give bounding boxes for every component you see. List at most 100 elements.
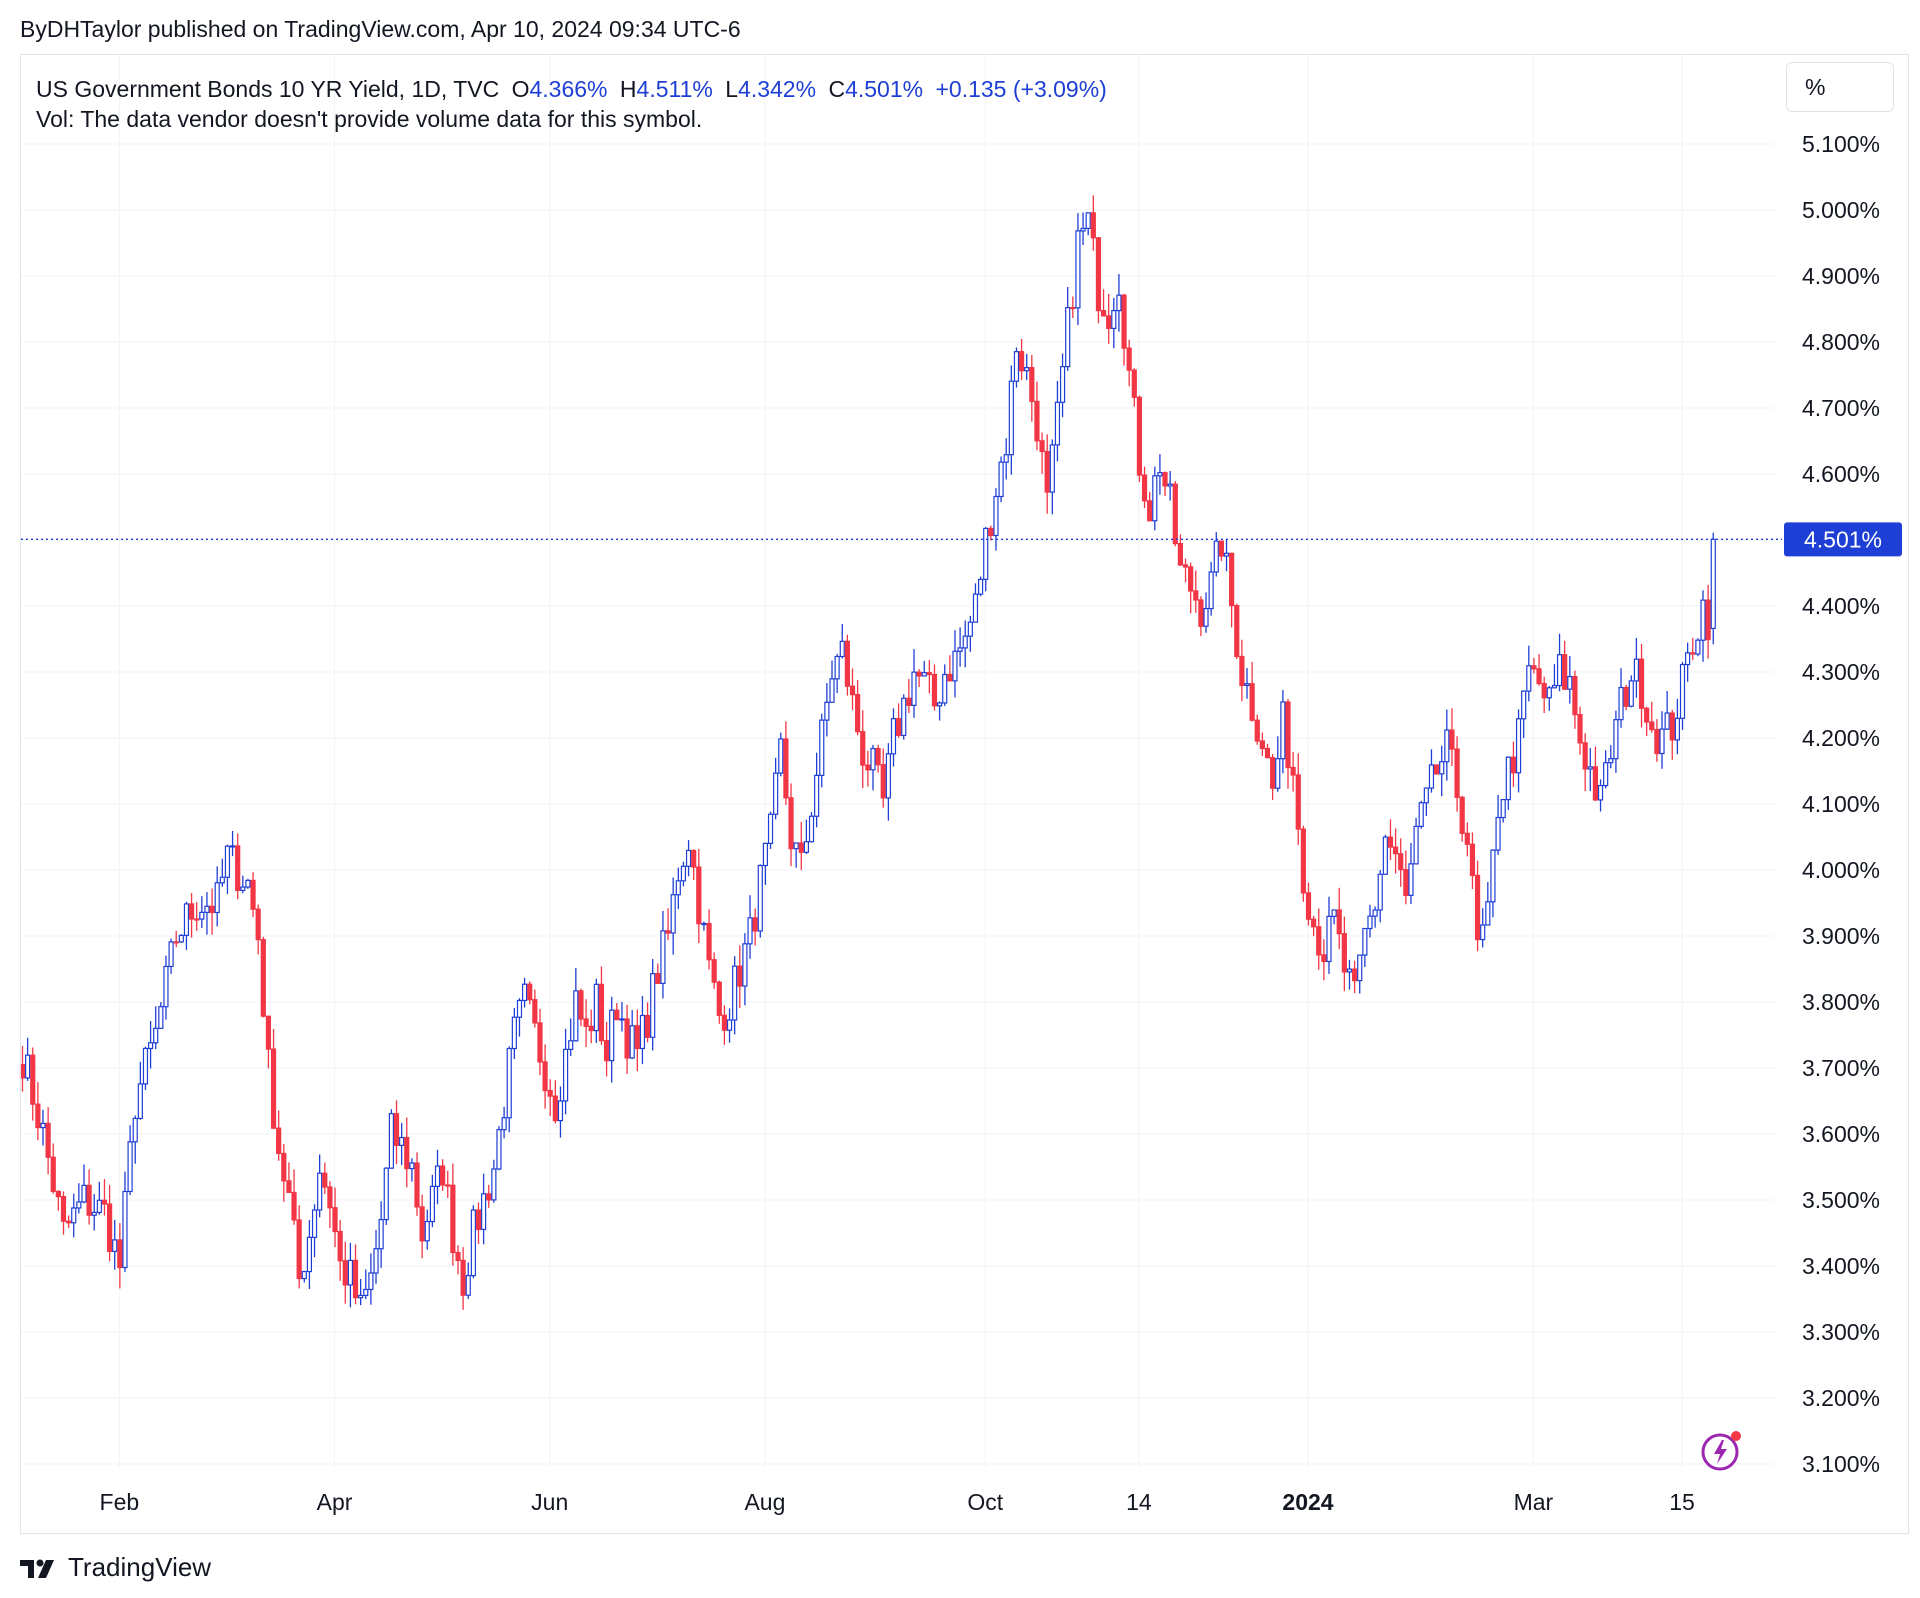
candle — [311, 1204, 318, 1258]
candle — [1638, 643, 1645, 728]
y-tick-label: 4.600% — [1802, 461, 1880, 487]
publication-info: ByDHTaylor published on TradingView.com,… — [20, 16, 741, 42]
candle — [1454, 736, 1460, 812]
candle — [393, 1100, 400, 1165]
y-tick-label: 3.100% — [1802, 1451, 1880, 1477]
y-tick-label: 3.500% — [1802, 1187, 1880, 1213]
candle — [1587, 747, 1593, 792]
candle — [773, 757, 779, 820]
candle — [352, 1244, 359, 1305]
candle — [35, 1082, 41, 1141]
candle — [1372, 906, 1378, 928]
candle — [901, 694, 907, 740]
candle — [757, 864, 763, 938]
candle — [798, 821, 804, 871]
time-axis[interactable]: Feb Apr Jun Aug Oct 14 2024 Mar 15 — [100, 1489, 1695, 1515]
candle — [1075, 213, 1081, 326]
candle — [696, 848, 702, 944]
candle — [332, 1187, 338, 1248]
candle — [122, 1171, 128, 1272]
candle — [998, 456, 1004, 503]
candle — [957, 627, 963, 667]
candle — [219, 858, 225, 887]
y-tick-label: 4.700% — [1802, 395, 1880, 421]
candle — [147, 1021, 154, 1069]
candle — [1259, 732, 1265, 757]
candle — [301, 1270, 307, 1283]
price-axis[interactable]: 3.100% 3.200% 3.300% 3.400% 3.500% 3.600% 3.70… — [1802, 131, 1880, 1477]
candle — [501, 1106, 507, 1139]
brand-name: TradingView — [68, 1552, 212, 1582]
candle — [1444, 709, 1450, 781]
candle — [1280, 690, 1286, 774]
candle — [665, 908, 671, 941]
x-tick-label: Mar — [1514, 1489, 1554, 1515]
candle — [50, 1143, 56, 1194]
candle — [424, 1209, 430, 1250]
tradingview-brand[interactable]: TradingView — [20, 1552, 211, 1583]
y-tick-label: 4.900% — [1802, 263, 1880, 289]
candle — [506, 1046, 512, 1133]
candle — [1664, 691, 1670, 730]
low-label: L — [725, 76, 739, 102]
volume-note: Vol: The data vendor doesn't provide vol… — [36, 106, 703, 132]
candle — [737, 945, 743, 1008]
low-value: 4.342% — [738, 76, 817, 102]
candle — [675, 867, 681, 910]
candle — [1464, 822, 1470, 857]
percent-scale-button[interactable]: % — [1786, 62, 1894, 112]
candle — [1700, 590, 1706, 662]
candle — [1362, 927, 1368, 967]
candle — [1177, 534, 1184, 567]
candle — [1331, 909, 1337, 925]
candle — [593, 978, 599, 1043]
candle — [1336, 887, 1342, 950]
candle — [1229, 552, 1235, 628]
candle — [1285, 699, 1291, 789]
candle — [1111, 297, 1117, 349]
candle — [1423, 787, 1429, 817]
candle — [229, 831, 236, 857]
candle — [573, 967, 579, 1042]
candle — [173, 930, 179, 948]
candle — [721, 1005, 728, 1045]
y-tick-label: 3.600% — [1802, 1121, 1880, 1147]
symbol-title[interactable]: US Government Bonds 10 YR Yield, 1D, TVC — [36, 76, 500, 102]
candle — [286, 1162, 292, 1194]
candle — [1669, 709, 1675, 760]
candle — [1234, 603, 1240, 659]
candle — [1674, 698, 1680, 755]
candle — [434, 1149, 441, 1205]
candle — [1029, 354, 1035, 422]
candle — [245, 878, 251, 889]
candle — [1352, 960, 1358, 994]
candle — [803, 819, 809, 855]
last-price-marker: 4.501% — [21, 522, 1902, 557]
candle — [870, 744, 876, 791]
candle — [1147, 491, 1153, 522]
candle — [204, 892, 210, 935]
candle — [1095, 237, 1102, 324]
y-tick-label: 3.700% — [1802, 1055, 1880, 1081]
candle — [1572, 670, 1578, 729]
candle — [706, 909, 712, 970]
candle — [153, 1006, 159, 1050]
candle — [1536, 654, 1542, 686]
ohlc-close: C4.501% — [828, 76, 923, 102]
candle — [455, 1245, 461, 1275]
lightning-icon[interactable] — [1700, 1428, 1744, 1472]
candle — [1485, 882, 1491, 926]
candle — [1039, 432, 1045, 474]
candle — [96, 1181, 102, 1215]
close-label: C — [828, 76, 846, 102]
candle — [793, 842, 799, 868]
candle — [732, 956, 738, 1035]
candle — [855, 680, 861, 736]
candle — [1382, 834, 1388, 875]
candle — [860, 710, 866, 789]
candle — [819, 713, 825, 788]
candle — [363, 1269, 369, 1300]
candle — [1644, 706, 1650, 737]
candle — [1679, 661, 1686, 730]
